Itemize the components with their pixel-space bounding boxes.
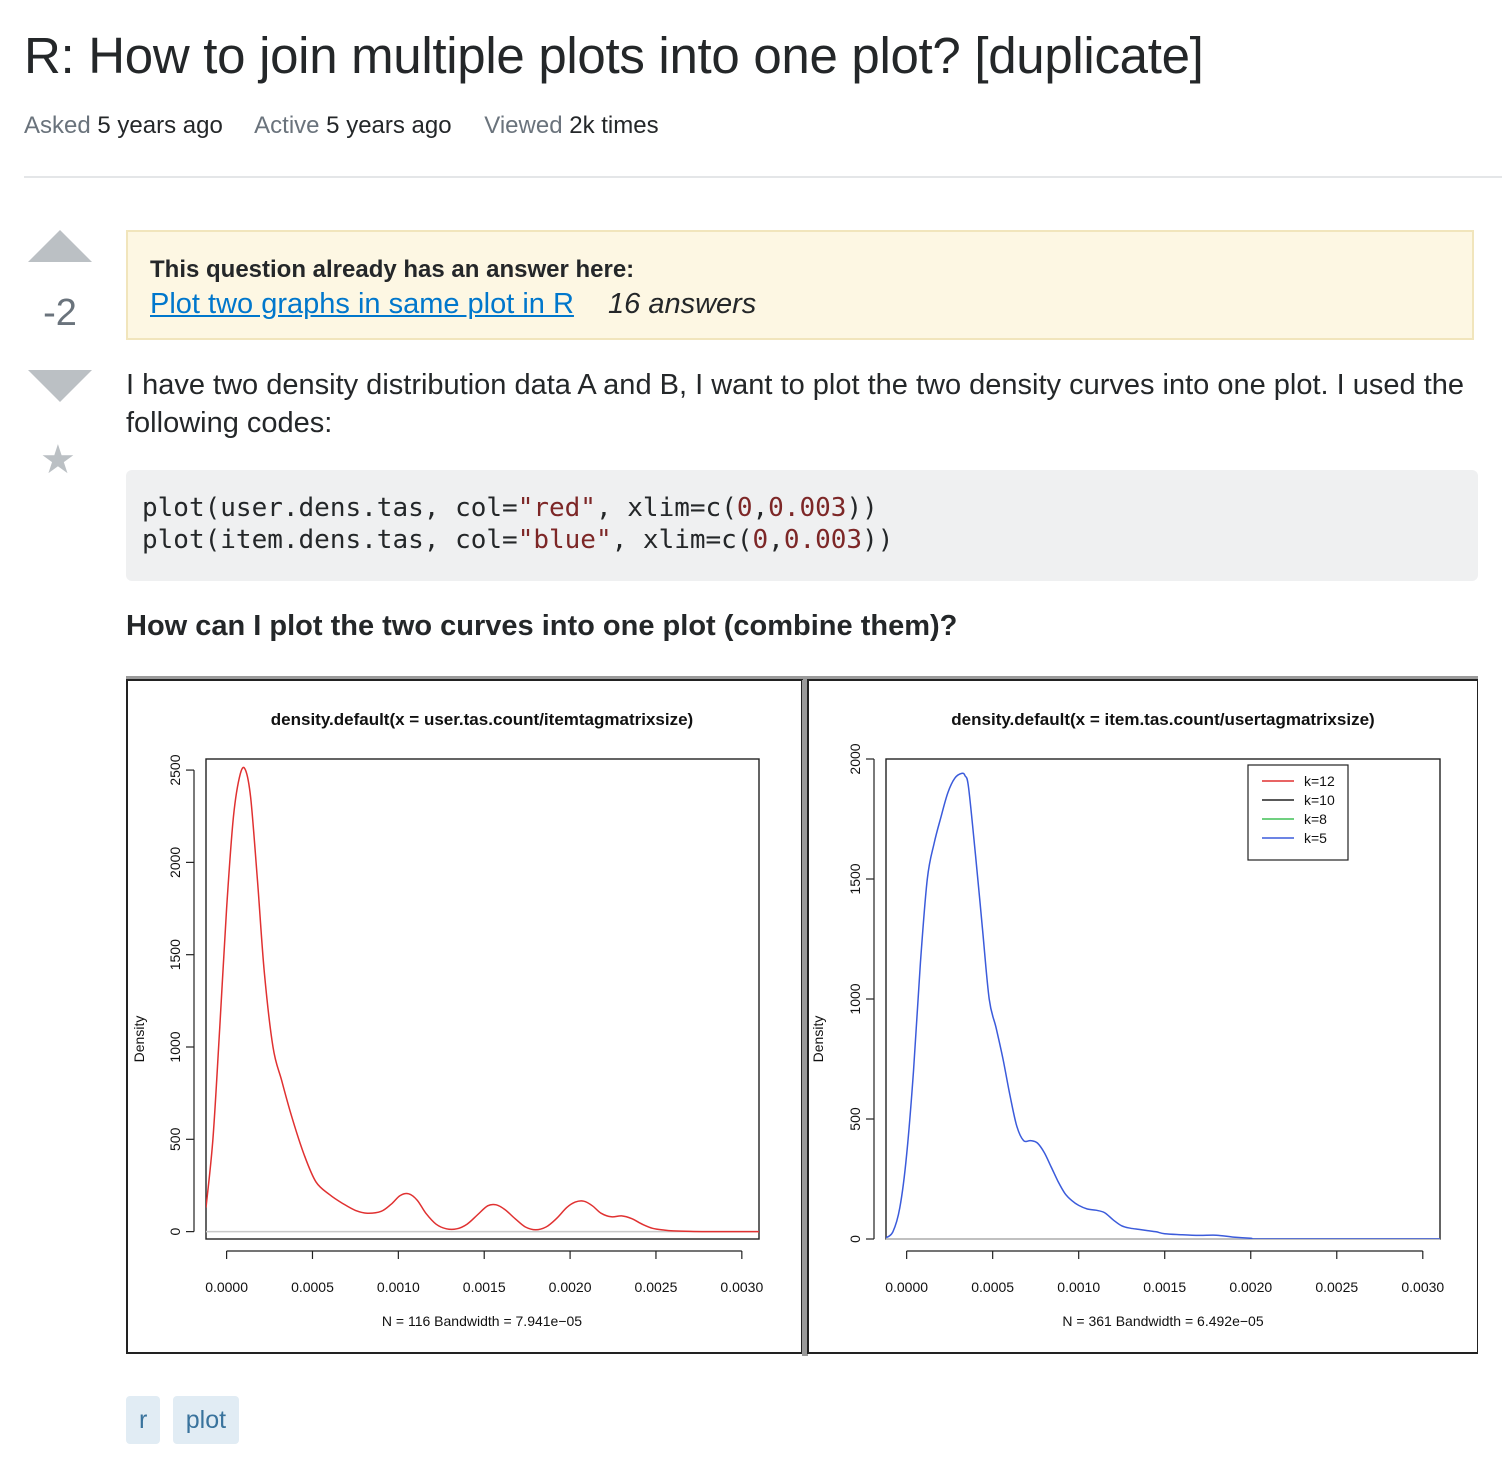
y-axis-label: Density [810, 1016, 826, 1063]
y-tick-label: 0 [167, 1228, 183, 1236]
viewed-value: 2k times [569, 112, 659, 139]
x-tick-label: 0.0020 [1229, 1279, 1272, 1295]
legend-entry: k=12 [1304, 773, 1335, 789]
left-density-chart: density.default(x = user.tas.count/itemt… [131, 710, 763, 1329]
y-tick-label: 2000 [167, 847, 183, 878]
x-tick-label: 0.0000 [205, 1279, 248, 1295]
chart-title: density.default(x = item.tas.count/usert… [951, 710, 1374, 729]
legend-entry: k=8 [1304, 811, 1327, 827]
x-tick-label: 0.0010 [1057, 1279, 1100, 1295]
tag-list: r plot [126, 1396, 247, 1444]
plot-box [205, 758, 760, 1240]
x-tick-label: 0.0025 [1315, 1279, 1358, 1295]
density-curve [206, 766, 759, 1233]
y-tick-label: 2000 [847, 743, 863, 774]
code-line-2: plot(item.dens.tas, col="blue", xlim=c(0… [142, 525, 894, 555]
y-axis-label: Density [131, 1016, 147, 1063]
question-title[interactable]: R: How to join multiple plots into one p… [24, 27, 1204, 84]
upvote-arrow-icon[interactable] [28, 230, 92, 262]
x-tick-label: 0.0025 [635, 1279, 678, 1295]
chart-legend: k=12 k=10 k=8 k=5 [1247, 764, 1349, 861]
active-label: Active [254, 112, 320, 139]
x-tick-label: 0.0030 [720, 1279, 763, 1295]
x-tick-label: 0.0000 [885, 1279, 928, 1295]
y-tick-label: 1000 [847, 983, 863, 1014]
density-curve [886, 772, 1440, 1239]
code-line-1: plot(user.dens.tas, col="red", xlim=c(0,… [142, 493, 878, 523]
question-meta: Asked 5 years ago Active 5 years ago Vie… [24, 112, 685, 140]
viewed-label: Viewed [484, 112, 563, 139]
chart-title: density.default(x = user.tas.count/itemt… [271, 710, 693, 729]
x-tick-label: 0.0020 [549, 1279, 592, 1295]
tag-plot[interactable]: plot [172, 1396, 240, 1444]
active-value[interactable]: 5 years ago [326, 112, 452, 139]
header-divider [24, 176, 1502, 178]
density-plots-image: density.default(x = user.tas.count/itemt… [126, 676, 1478, 1356]
legend-entry: k=5 [1304, 830, 1327, 846]
duplicate-notice-heading: This question already has an answer here… [150, 256, 635, 283]
question-body-text: I have two density distribution data A a… [126, 369, 1465, 439]
downvote-arrow-icon[interactable] [28, 370, 92, 402]
legend-entry: k=10 [1304, 792, 1335, 808]
vote-count: -2 [43, 292, 77, 334]
y-tick-label: 1000 [167, 1031, 183, 1062]
duplicate-question-link[interactable]: Plot two graphs in same plot in R [150, 288, 574, 320]
question-subheading: How can I plot the two curves into one p… [126, 610, 958, 642]
asked-label: Asked [24, 112, 91, 139]
y-tick-label: 500 [167, 1127, 183, 1151]
x-axis-label: N = 361 Bandwidth = 6.492e−05 [1062, 1313, 1263, 1329]
panel-separator [802, 680, 808, 1356]
asked-value[interactable]: 5 years ago [97, 112, 223, 139]
favorite-star-icon[interactable]: ★ [40, 437, 76, 483]
x-tick-label: 0.0015 [1143, 1279, 1186, 1295]
y-tick-label: 1500 [167, 939, 183, 970]
code-block: plot(user.dens.tas, col="red", xlim=c(0,… [126, 470, 1478, 581]
x-tick-label: 0.0005 [291, 1279, 334, 1295]
y-tick-label: 500 [847, 1107, 863, 1131]
y-tick-label: 1500 [847, 863, 863, 894]
right-panel-frame [807, 679, 1478, 1354]
y-tick-label: 2500 [167, 754, 183, 785]
x-tick-label: 0.0030 [1401, 1279, 1444, 1295]
x-tick-label: 0.0010 [377, 1279, 420, 1295]
right-density-chart: density.default(x = item.tas.count/usert… [810, 710, 1444, 1329]
x-tick-label: 0.0005 [971, 1279, 1014, 1295]
duplicate-notice: This question already has an answer here… [126, 230, 1474, 340]
tag-r[interactable]: r [126, 1396, 161, 1444]
y-tick-label: 0 [847, 1235, 863, 1243]
x-axis-label: N = 116 Bandwidth = 7.941e−05 [382, 1313, 582, 1329]
x-tick-label: 0.0015 [463, 1279, 506, 1295]
duplicate-answer-count: 16 answers [608, 288, 757, 320]
